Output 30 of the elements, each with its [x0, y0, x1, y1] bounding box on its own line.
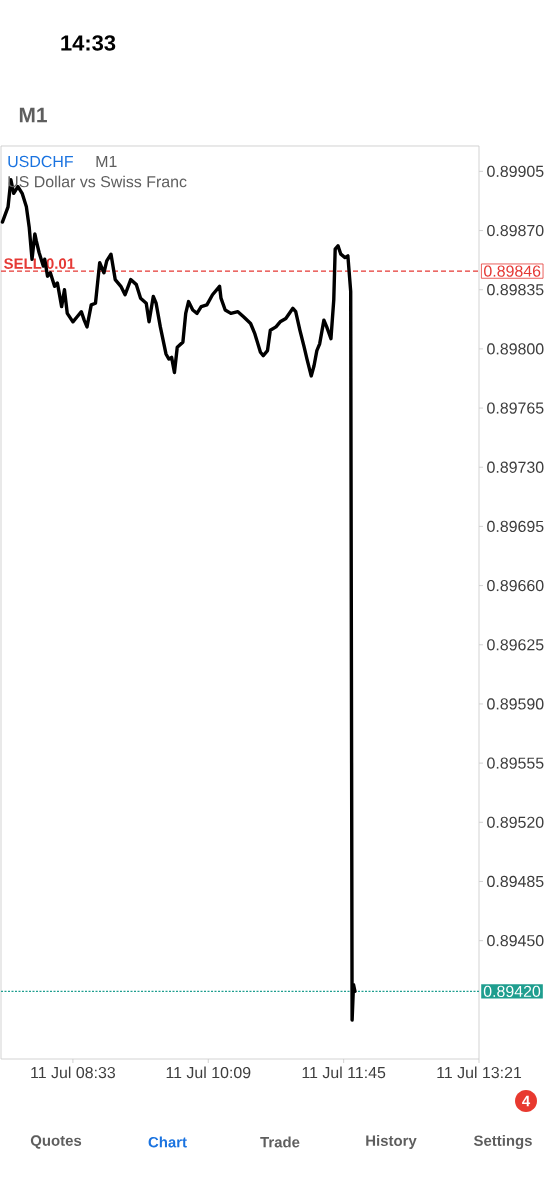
- y-tick-label: 0.89555: [487, 757, 544, 769]
- y-tick-label: 0.89450: [487, 935, 544, 947]
- y-tick-label: 0.89730: [487, 461, 544, 473]
- text: Quotes: [30, 1135, 82, 1149]
- x-tick-label: 11 Jul 13:21: [437, 1066, 522, 1079]
- text: M1: [19, 107, 47, 123]
- text: Trade: [260, 1136, 300, 1148]
- y-tick-label: 0.89765: [487, 402, 544, 414]
- text: Settings: [473, 1135, 532, 1149]
- ref-line-label: 0.89420: [483, 985, 541, 998]
- y-tick-label: 0.89590: [487, 698, 544, 710]
- y-tick-label: 0.89485: [487, 875, 544, 888]
- chart-title: USDCHF: [8, 155, 73, 168]
- y-tick-label: 0.89835: [487, 284, 544, 296]
- y-tick-label: 0.89625: [487, 639, 544, 651]
- x-tick-label: 11 Jul 10:09: [166, 1066, 251, 1079]
- y-tick-label: 0.89905: [487, 165, 544, 177]
- text: History: [366, 1135, 417, 1149]
- y-tick-label: 0.89870: [487, 224, 544, 237]
- annotation: M1: [96, 156, 117, 167]
- text: 4: [522, 1095, 531, 1107]
- y-tick-label: 0.89695: [487, 520, 544, 533]
- ref-line-label: 0.89846: [484, 265, 541, 277]
- y-tick-label: 0.89520: [487, 816, 544, 828]
- x-tick-label: 11 Jul 08:33: [31, 1066, 116, 1079]
- x-tick-label: 11 Jul 11:45: [302, 1066, 386, 1079]
- text: 14:33: [61, 35, 116, 51]
- y-tick-label: 0.89660: [487, 579, 544, 592]
- y-tick-label: 0.89800: [487, 343, 544, 355]
- text: Chart: [148, 1136, 187, 1148]
